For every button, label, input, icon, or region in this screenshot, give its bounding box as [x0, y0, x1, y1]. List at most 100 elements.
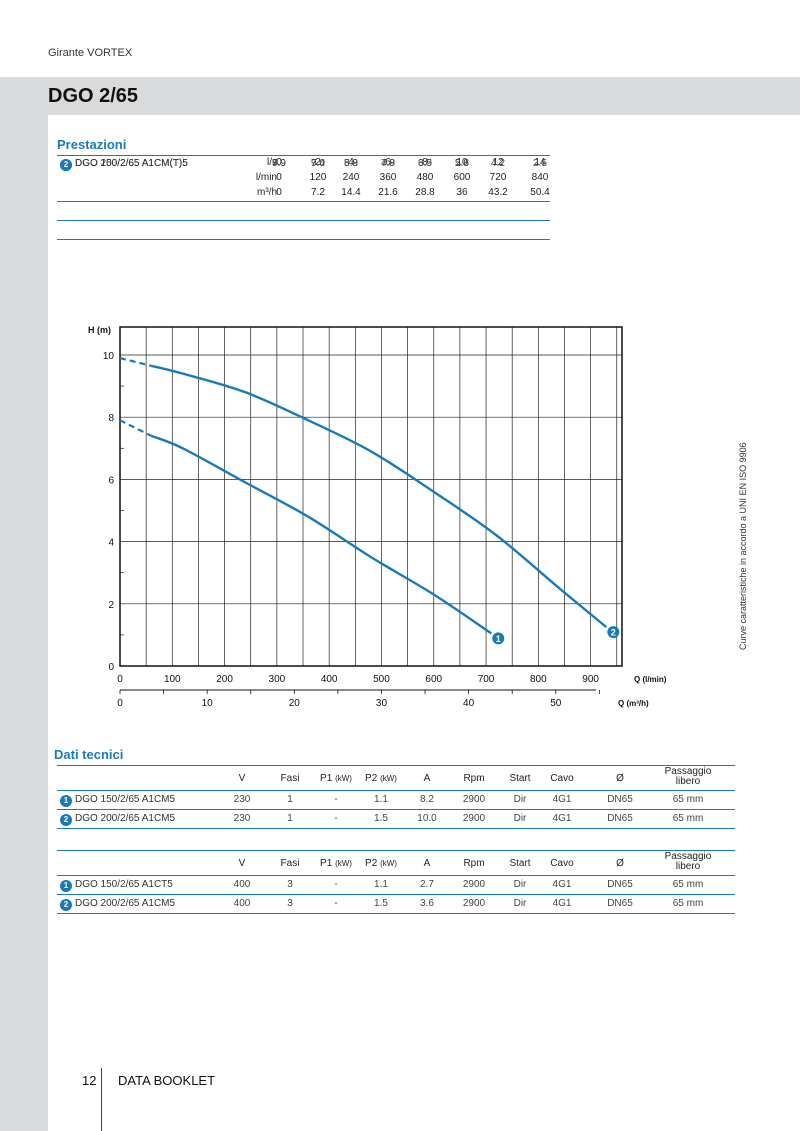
col-header-rpm: Rpm [463, 858, 485, 869]
flow-cell: 0 [276, 187, 282, 198]
cell-v: 230 [233, 794, 251, 805]
col-header-p1: P1 (kW) [315, 858, 357, 869]
series-1-dashed-line [119, 419, 152, 437]
cell-cavo: 4G1 [552, 794, 572, 805]
flow-cell: 14.4 [341, 187, 361, 198]
cell-p1: - [334, 898, 338, 909]
series-1-line [150, 434, 492, 635]
y-tick-label: 6 [108, 475, 114, 486]
x-tick-label: 400 [321, 674, 338, 685]
col-header-passaggio: Passaggio libero [653, 852, 723, 872]
x-tick-label: 700 [478, 674, 495, 685]
head-cell: 9.4 [311, 158, 325, 169]
cell-cavo: 4G1 [552, 813, 572, 824]
col-header-a: A [423, 858, 431, 869]
cell-v: 400 [233, 898, 251, 909]
tech-table-body: 1 DGO 150/2/65 A1CM5 230 1-1.1 8.2 2900 Dir 4G1… [57, 791, 735, 829]
cell-fasi: 3 [287, 879, 293, 890]
tech-row-label: 2 DGO 200/2/65 A1CM5 [60, 813, 175, 826]
tech-table-1: V Fasi P1 (kW) P2 (kW) A Rpm Start Cavo Ø Passagg… [57, 765, 735, 829]
col-header-passaggio: Passaggio libero [653, 767, 723, 787]
flow-cell: 480 [416, 172, 434, 183]
tech-table-header: V Fasi P1 (kW) P2 (kW) A Rpm Start Cavo Ø Passagg… [57, 765, 735, 791]
y-tick-label: 4 [108, 538, 114, 549]
flow-unit: m³/h [257, 187, 277, 198]
series-2-label: 2 [611, 628, 616, 638]
x-tick-label: 0 [117, 674, 123, 685]
model-name: DGO 150/2/65 A1CT5 [75, 879, 173, 890]
cell-v: 230 [233, 813, 251, 824]
flow-cell: 12 [492, 157, 504, 168]
cell-dia: DN65 [607, 898, 633, 909]
col-header-cavo: Cavo [550, 858, 574, 869]
col-header-p2-label: P2 [365, 773, 381, 784]
cell-p1: - [334, 879, 338, 890]
flow-row: l/min 0 120 240 360 480 600 720 840 [57, 171, 550, 186]
col-header-p1: P1 (kW) [315, 773, 357, 784]
cell-p2: 1.1 [374, 794, 388, 805]
col-header-p2-unit: (kW) [380, 774, 397, 783]
col-header-p1-unit: (kW) [335, 774, 352, 783]
page-number: 12 [82, 1073, 97, 1088]
cell-fasi: 1 [287, 813, 293, 824]
flow-row: m³/h 0 7.2 14.4 21.6 28.8 36 43.2 50.4 [57, 186, 550, 201]
flow-cell: 360 [379, 172, 397, 183]
tech-section-title: Dati tecnici [54, 747, 124, 762]
series-1-label: 1 [496, 634, 501, 644]
flow-cell: 840 [531, 172, 549, 183]
col-header-p2-unit: (kW) [380, 859, 397, 868]
series-1-marker [492, 632, 505, 645]
left-margin-band [0, 115, 48, 1131]
cell-p1: - [334, 794, 338, 805]
col-header-passaggio-line2: libero [675, 861, 701, 872]
y-tick-label: 10 [103, 351, 115, 362]
flow-cell: 240 [342, 172, 360, 183]
y-tick-label: 2 [108, 600, 114, 611]
x-tick-label: 900 [582, 674, 599, 685]
cell-v: 400 [233, 879, 251, 890]
cell-dia: DN65 [607, 813, 633, 824]
cell-cavo: 4G1 [552, 879, 572, 890]
model-number-badge: 1 [60, 795, 72, 807]
head-cell: 3.5 [418, 158, 432, 169]
x-tick-label: 300 [269, 674, 286, 685]
flow-unit: l/s [267, 157, 277, 168]
title-band [0, 77, 800, 115]
cell-p1: - [334, 813, 338, 824]
head-cell: 4.2 [491, 158, 505, 169]
cell-a: 2.7 [420, 879, 434, 890]
col-header-a: A [423, 773, 431, 784]
col-header-fasi: Fasi [280, 858, 300, 869]
cell-cavo: 4G1 [552, 898, 572, 909]
col-header-p2: P2 (kW) [359, 858, 403, 869]
x2-tick-label: 50 [550, 698, 562, 709]
y-tick-label: 8 [108, 413, 114, 424]
model-label: 2 DGO 200/2/65 A1CM(T)5 [60, 158, 188, 171]
cell-a: 10.0 [417, 813, 437, 824]
cell-start: Dir [513, 813, 527, 824]
category-label: Girante VORTEX [48, 47, 133, 59]
x-tick-label: 600 [425, 674, 442, 685]
flow-cell: 6 [385, 157, 391, 168]
model-row: 2 DGO 200/2/65 A1CM(T)5 9.9 9.4 8.8 7.9 6.9 5.6… [57, 158, 550, 240]
tech-table-header: V Fasi P1 (kW) P2 (kW) A Rpm Start Cavo Ø Passagg… [57, 850, 735, 876]
footer-label: DATA BOOKLET [118, 1073, 216, 1088]
cell-start: Dir [513, 879, 527, 890]
cell-p2: 1.5 [374, 813, 388, 824]
tech-row-label: 2 DGO 200/2/65 A1CM5 [60, 898, 175, 911]
flow-cell: 720 [489, 172, 507, 183]
tech-row-label: 1 DGO 150/2/65 A1CM5 [60, 794, 175, 807]
cell-pass: 65 mm [672, 813, 704, 824]
flow-cell: 0 [276, 157, 282, 168]
x2-tick-label: 30 [376, 698, 388, 709]
x-tick-label: 800 [530, 674, 547, 685]
flow-cell: 7.2 [311, 187, 325, 198]
cell-dia: DN65 [607, 794, 633, 805]
cell-pass: 65 mm [672, 898, 704, 909]
performance-chart: 0 2 4 6 8 10 H (m) 0 100 200 300 400 500 600 700 800 900… [80, 315, 680, 715]
model-name: DGO 200/2/65 A1CM5 [75, 813, 176, 824]
x-tick-label: 500 [373, 674, 390, 685]
flow-cell: 43.2 [488, 187, 508, 198]
head-cell: 6.9 [418, 158, 432, 169]
col-header-start: Start [509, 773, 531, 784]
